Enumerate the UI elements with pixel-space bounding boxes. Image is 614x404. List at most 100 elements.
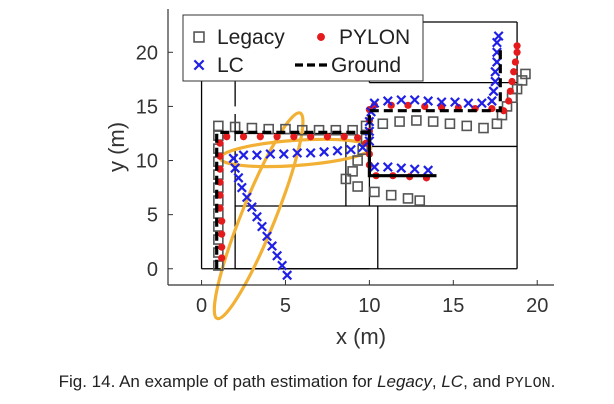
y-tick-label-2: 10 bbox=[136, 151, 158, 173]
x-tick-label-3: 15 bbox=[442, 295, 464, 317]
series-lc-point-12-b bbox=[228, 153, 239, 164]
series-lc-point-17-b bbox=[292, 147, 303, 158]
series-lc-point-19-b bbox=[319, 146, 330, 157]
series-lc-point-34-b bbox=[463, 98, 474, 109]
series-legacy-point-35 bbox=[444, 118, 456, 130]
series-legacy-point-22 bbox=[352, 155, 363, 166]
series-lc-point-27-b bbox=[369, 98, 380, 109]
series-lc-point-4 bbox=[262, 231, 272, 242]
series-pylon-point-44 bbox=[513, 42, 521, 50]
series-lc-point-36 bbox=[486, 96, 497, 106]
series-legacy-point-27 bbox=[385, 189, 397, 201]
series-lc-point-41-b bbox=[491, 47, 502, 58]
series-pylon-point-15 bbox=[307, 133, 315, 141]
series-lc-point-15 bbox=[265, 149, 276, 160]
series-lc-point-6-b bbox=[251, 211, 262, 222]
series-lc-point-9-b bbox=[236, 182, 247, 193]
series-legacy-point-37 bbox=[478, 122, 489, 134]
series-lc-point-7 bbox=[246, 202, 257, 213]
series-legacy-point-26 bbox=[369, 186, 380, 198]
series-lc-point-28 bbox=[382, 96, 393, 106]
series-lc-point-42-b bbox=[491, 37, 502, 48]
series-legacy-point-38 bbox=[491, 118, 503, 130]
series-lc-point-35 bbox=[476, 98, 487, 109]
series-pylon-point-0 bbox=[218, 254, 226, 262]
series-pylon-point-1 bbox=[218, 243, 226, 251]
series-legacy-point-25 bbox=[352, 181, 363, 192]
caption-pylon: PYLON bbox=[505, 375, 551, 392]
x-tick-label-0: 0 bbox=[196, 295, 207, 317]
legend-lc-label: LC bbox=[217, 54, 244, 77]
series-lc-point-1-b bbox=[277, 260, 288, 271]
series-pylon-point-40 bbox=[508, 77, 516, 86]
series-lc-point-30-b bbox=[409, 94, 420, 105]
series-lc-point-0-b bbox=[282, 270, 293, 281]
series-lc-point-13-b bbox=[238, 150, 249, 161]
series-pylon-point-42 bbox=[511, 58, 519, 66]
series-pylon-point-39 bbox=[506, 87, 514, 95]
caption-sep-2: , and bbox=[463, 372, 506, 391]
series-lc-point-33 bbox=[450, 97, 460, 108]
series-lc-point-32 bbox=[436, 97, 447, 108]
series-lc-point-44 bbox=[369, 162, 380, 173]
series-legacy-point-32 bbox=[394, 116, 405, 127]
series-lc-point-38-b bbox=[490, 76, 501, 87]
series-lc-point-29-b bbox=[396, 94, 407, 105]
series-lc-point-20 bbox=[332, 145, 343, 156]
legend-box bbox=[182, 14, 424, 82]
series-lc-point-8 bbox=[241, 192, 252, 203]
series-lc-point-46-b bbox=[396, 163, 407, 174]
series-lc-point-31 bbox=[423, 96, 434, 106]
series-pylon-point-12 bbox=[256, 133, 264, 141]
series-lc-point-36-b bbox=[486, 96, 497, 106]
x-tick-label-2: 10 bbox=[358, 295, 380, 317]
series-lc-point-21-b bbox=[345, 144, 356, 155]
series-legacy-point-15 bbox=[280, 123, 291, 135]
caption-lc: LC bbox=[441, 372, 464, 391]
caption-prefix: Fig. 14. An example of path estimation f… bbox=[58, 372, 378, 391]
series-lc-point-9 bbox=[236, 182, 247, 193]
series-pylon-point-31 bbox=[404, 101, 412, 109]
series-pylon-point-16 bbox=[323, 133, 332, 141]
series-lc-point-17 bbox=[292, 147, 303, 158]
series-lc-point-15-b bbox=[265, 149, 276, 160]
series-lc-point-18 bbox=[305, 147, 316, 158]
series-pylon-point-38 bbox=[505, 97, 513, 105]
series-lc-point-14 bbox=[251, 150, 262, 161]
series-lc-point-8-b bbox=[241, 192, 252, 203]
series-lc-point-30 bbox=[409, 94, 420, 105]
series-legacy-point-17 bbox=[313, 124, 325, 136]
series-lc-point-7-b bbox=[246, 202, 257, 213]
series-lc-point-10 bbox=[233, 172, 244, 183]
x-tick-label-1: 5 bbox=[280, 295, 291, 317]
series-lc-point-29 bbox=[396, 94, 407, 105]
series-lc-point-48 bbox=[423, 165, 434, 176]
legend-lc-swatch bbox=[193, 59, 205, 71]
series-lc-point-3-b bbox=[267, 241, 278, 252]
series-lc-point-5-b bbox=[257, 221, 267, 232]
series-ground-path bbox=[215, 45, 502, 269]
series-legacy-point-19 bbox=[347, 124, 358, 136]
series-pylon-point-14 bbox=[290, 133, 298, 141]
series-legacy-point-31 bbox=[377, 118, 389, 130]
series-legacy-point-44 bbox=[520, 68, 531, 80]
series-legacy-point-23 bbox=[347, 166, 358, 177]
series-lc-point-1 bbox=[277, 260, 288, 271]
series-legacy-point-11 bbox=[213, 120, 224, 132]
series-pylon-point-11 bbox=[239, 133, 248, 141]
series-lc-point-14-b bbox=[251, 150, 262, 161]
series-lc-point-11 bbox=[230, 163, 241, 174]
series-lc-point-2 bbox=[272, 250, 283, 261]
series-lc-point-46 bbox=[396, 163, 407, 174]
y-tick-label-1: 5 bbox=[147, 205, 158, 227]
series-lc-point-18-b bbox=[305, 147, 316, 158]
series-legacy-point-36 bbox=[461, 120, 473, 132]
series-lc-point-13 bbox=[238, 150, 249, 161]
series-lc-point-3 bbox=[267, 241, 278, 252]
series-lc-point-47-b bbox=[409, 164, 420, 175]
series-lc-point-38 bbox=[490, 76, 501, 87]
legend-lc-swatch-b bbox=[193, 59, 205, 71]
series-lc-point-43-b bbox=[493, 31, 504, 42]
series-lc-point-20-b bbox=[332, 145, 343, 156]
series-lc-point-32-b bbox=[436, 97, 447, 108]
